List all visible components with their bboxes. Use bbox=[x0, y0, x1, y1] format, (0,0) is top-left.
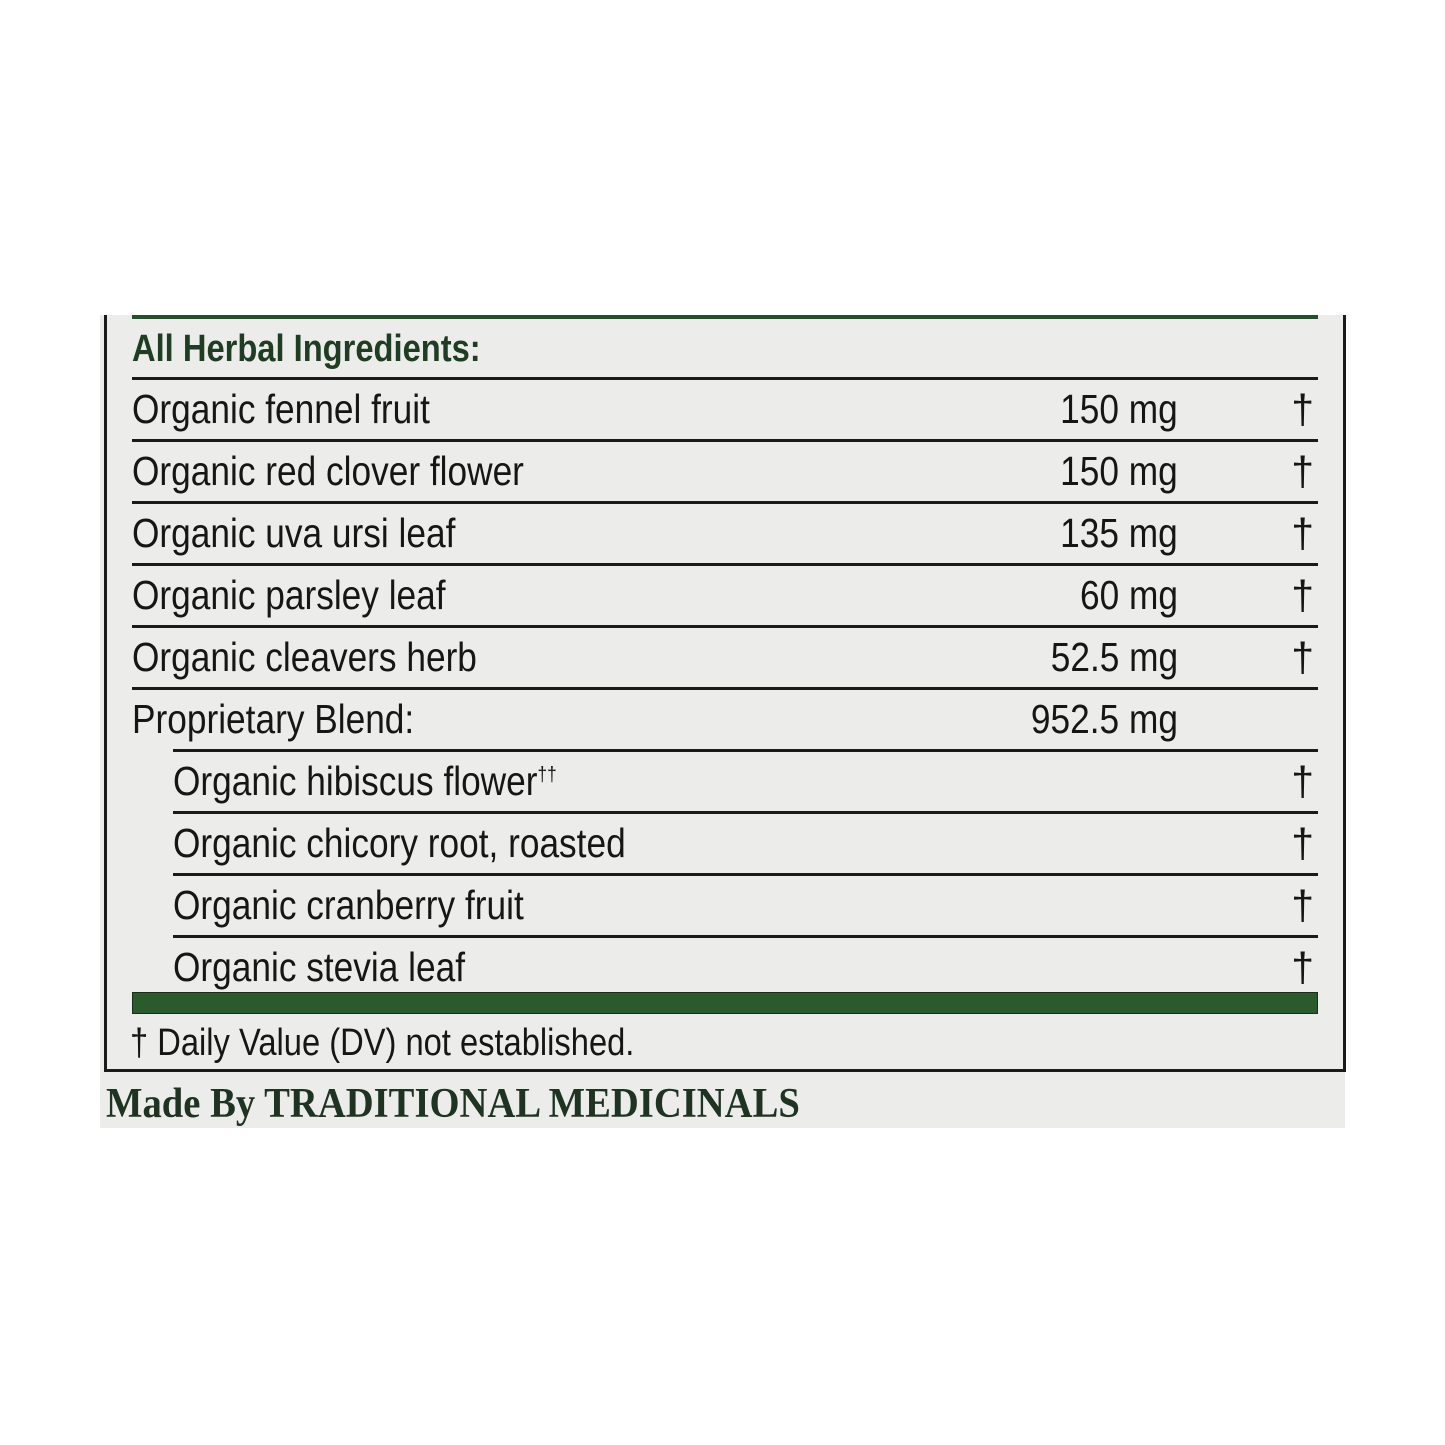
ingredient-name: Organic cleavers herb bbox=[132, 634, 477, 680]
ingredient-amount: 135 mg bbox=[1060, 510, 1178, 556]
top-rule bbox=[132, 315, 1318, 319]
ingredient-name-text: Organic hibiscus flower bbox=[173, 758, 538, 804]
ingredient-amount: 150 mg bbox=[1060, 448, 1178, 494]
ingredient-name: Organic chicory root, roasted bbox=[173, 820, 626, 866]
manufacturer-line: Made By TRADITIONAL MEDICINALS bbox=[106, 1081, 800, 1127]
ingredient-name: Organic uva ursi leaf bbox=[132, 510, 456, 556]
ingredient-row: Organic fennel fruit 150 mg † bbox=[132, 377, 1318, 439]
ingredient-row: Organic uva ursi leaf 135 mg † bbox=[132, 501, 1318, 563]
dagger-mark: † bbox=[1291, 758, 1314, 804]
ingredient-name: Organic cranberry fruit bbox=[173, 882, 524, 928]
ingredient-name: Organic fennel fruit bbox=[132, 386, 430, 432]
supplement-facts-box bbox=[104, 315, 1346, 1072]
dagger-mark: † bbox=[1291, 944, 1314, 990]
ingredient-row: Organic cleavers herb 52.5 mg † bbox=[132, 625, 1318, 687]
blend-row: Organic stevia leaf † bbox=[173, 935, 1318, 997]
ingredients-heading: All Herbal Ingredients: bbox=[132, 328, 481, 370]
dagger-mark: † bbox=[1291, 634, 1314, 680]
ingredient-amount: 52.5 mg bbox=[1050, 634, 1178, 680]
dagger-mark: † bbox=[1291, 820, 1314, 866]
footnote-mark: †† bbox=[537, 764, 557, 786]
ingredient-row: Organic red clover flower 150 mg † bbox=[132, 439, 1318, 501]
dagger-mark: † bbox=[1291, 510, 1314, 556]
ingredient-amount: 952.5 mg bbox=[1030, 696, 1178, 742]
ingredient-amount: 150 mg bbox=[1060, 386, 1178, 432]
ingredient-name: Organic parsley leaf bbox=[132, 572, 446, 618]
blend-row: Organic cranberry fruit † bbox=[173, 873, 1318, 935]
dagger-mark: † bbox=[1291, 882, 1314, 928]
dagger-mark: † bbox=[1291, 386, 1314, 432]
blend-row: Organic chicory root, roasted † bbox=[173, 811, 1318, 873]
ingredient-name: Organic stevia leaf bbox=[173, 944, 466, 990]
ingredient-name: Proprietary Blend: bbox=[132, 696, 415, 742]
dagger-mark: † bbox=[1291, 448, 1314, 494]
green-divider-bar bbox=[132, 992, 1318, 1014]
ingredient-amount: 60 mg bbox=[1080, 572, 1178, 618]
footnote: † Daily Value (DV) not established. bbox=[130, 1022, 635, 1064]
blend-row: Organic hibiscus flower†† † bbox=[173, 749, 1318, 811]
ingredient-name: Organic red clover flower bbox=[132, 448, 524, 494]
ingredient-row-blend: Proprietary Blend: 952.5 mg bbox=[132, 687, 1318, 749]
ingredient-name: Organic hibiscus flower†† bbox=[173, 758, 557, 805]
dagger-mark: † bbox=[1291, 572, 1314, 618]
ingredient-row: Organic parsley leaf 60 mg † bbox=[132, 563, 1318, 625]
